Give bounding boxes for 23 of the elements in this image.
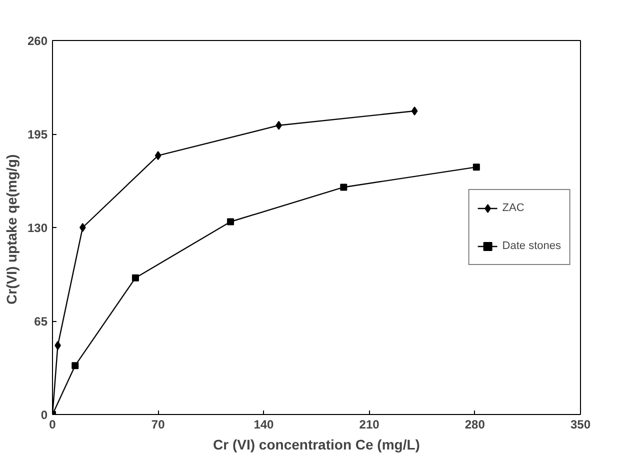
- legend-label: Date stones: [502, 240, 561, 252]
- x-tick-label: 140: [254, 418, 274, 432]
- point: [154, 151, 162, 160]
- y-axis-title: Cr(VI) uptake qe(mg/g): [3, 154, 20, 305]
- y-tick-label: 260: [27, 34, 48, 48]
- point: [132, 274, 139, 282]
- y-tick-label: 0: [40, 408, 48, 422]
- y-tick-label: 65: [34, 314, 48, 328]
- x-tick-label: 70: [151, 418, 166, 432]
- x-tick-label: 210: [359, 418, 380, 432]
- point: [227, 218, 234, 226]
- point: [80, 223, 86, 232]
- y-tick-label: 195: [27, 128, 48, 142]
- point: [472, 164, 480, 171]
- x-tick-label: 280: [464, 418, 486, 432]
- y-tick-label: 130: [27, 221, 48, 235]
- point: [340, 184, 348, 191]
- x-tick-label: 0: [49, 418, 56, 432]
- point: [72, 362, 79, 370]
- x-tick-label: 350: [570, 418, 591, 432]
- x-axis-title: Cr (VI) concentration Ce (mg/L): [213, 436, 420, 452]
- point: [411, 106, 418, 116]
- legend-label: ZAC: [502, 202, 524, 214]
